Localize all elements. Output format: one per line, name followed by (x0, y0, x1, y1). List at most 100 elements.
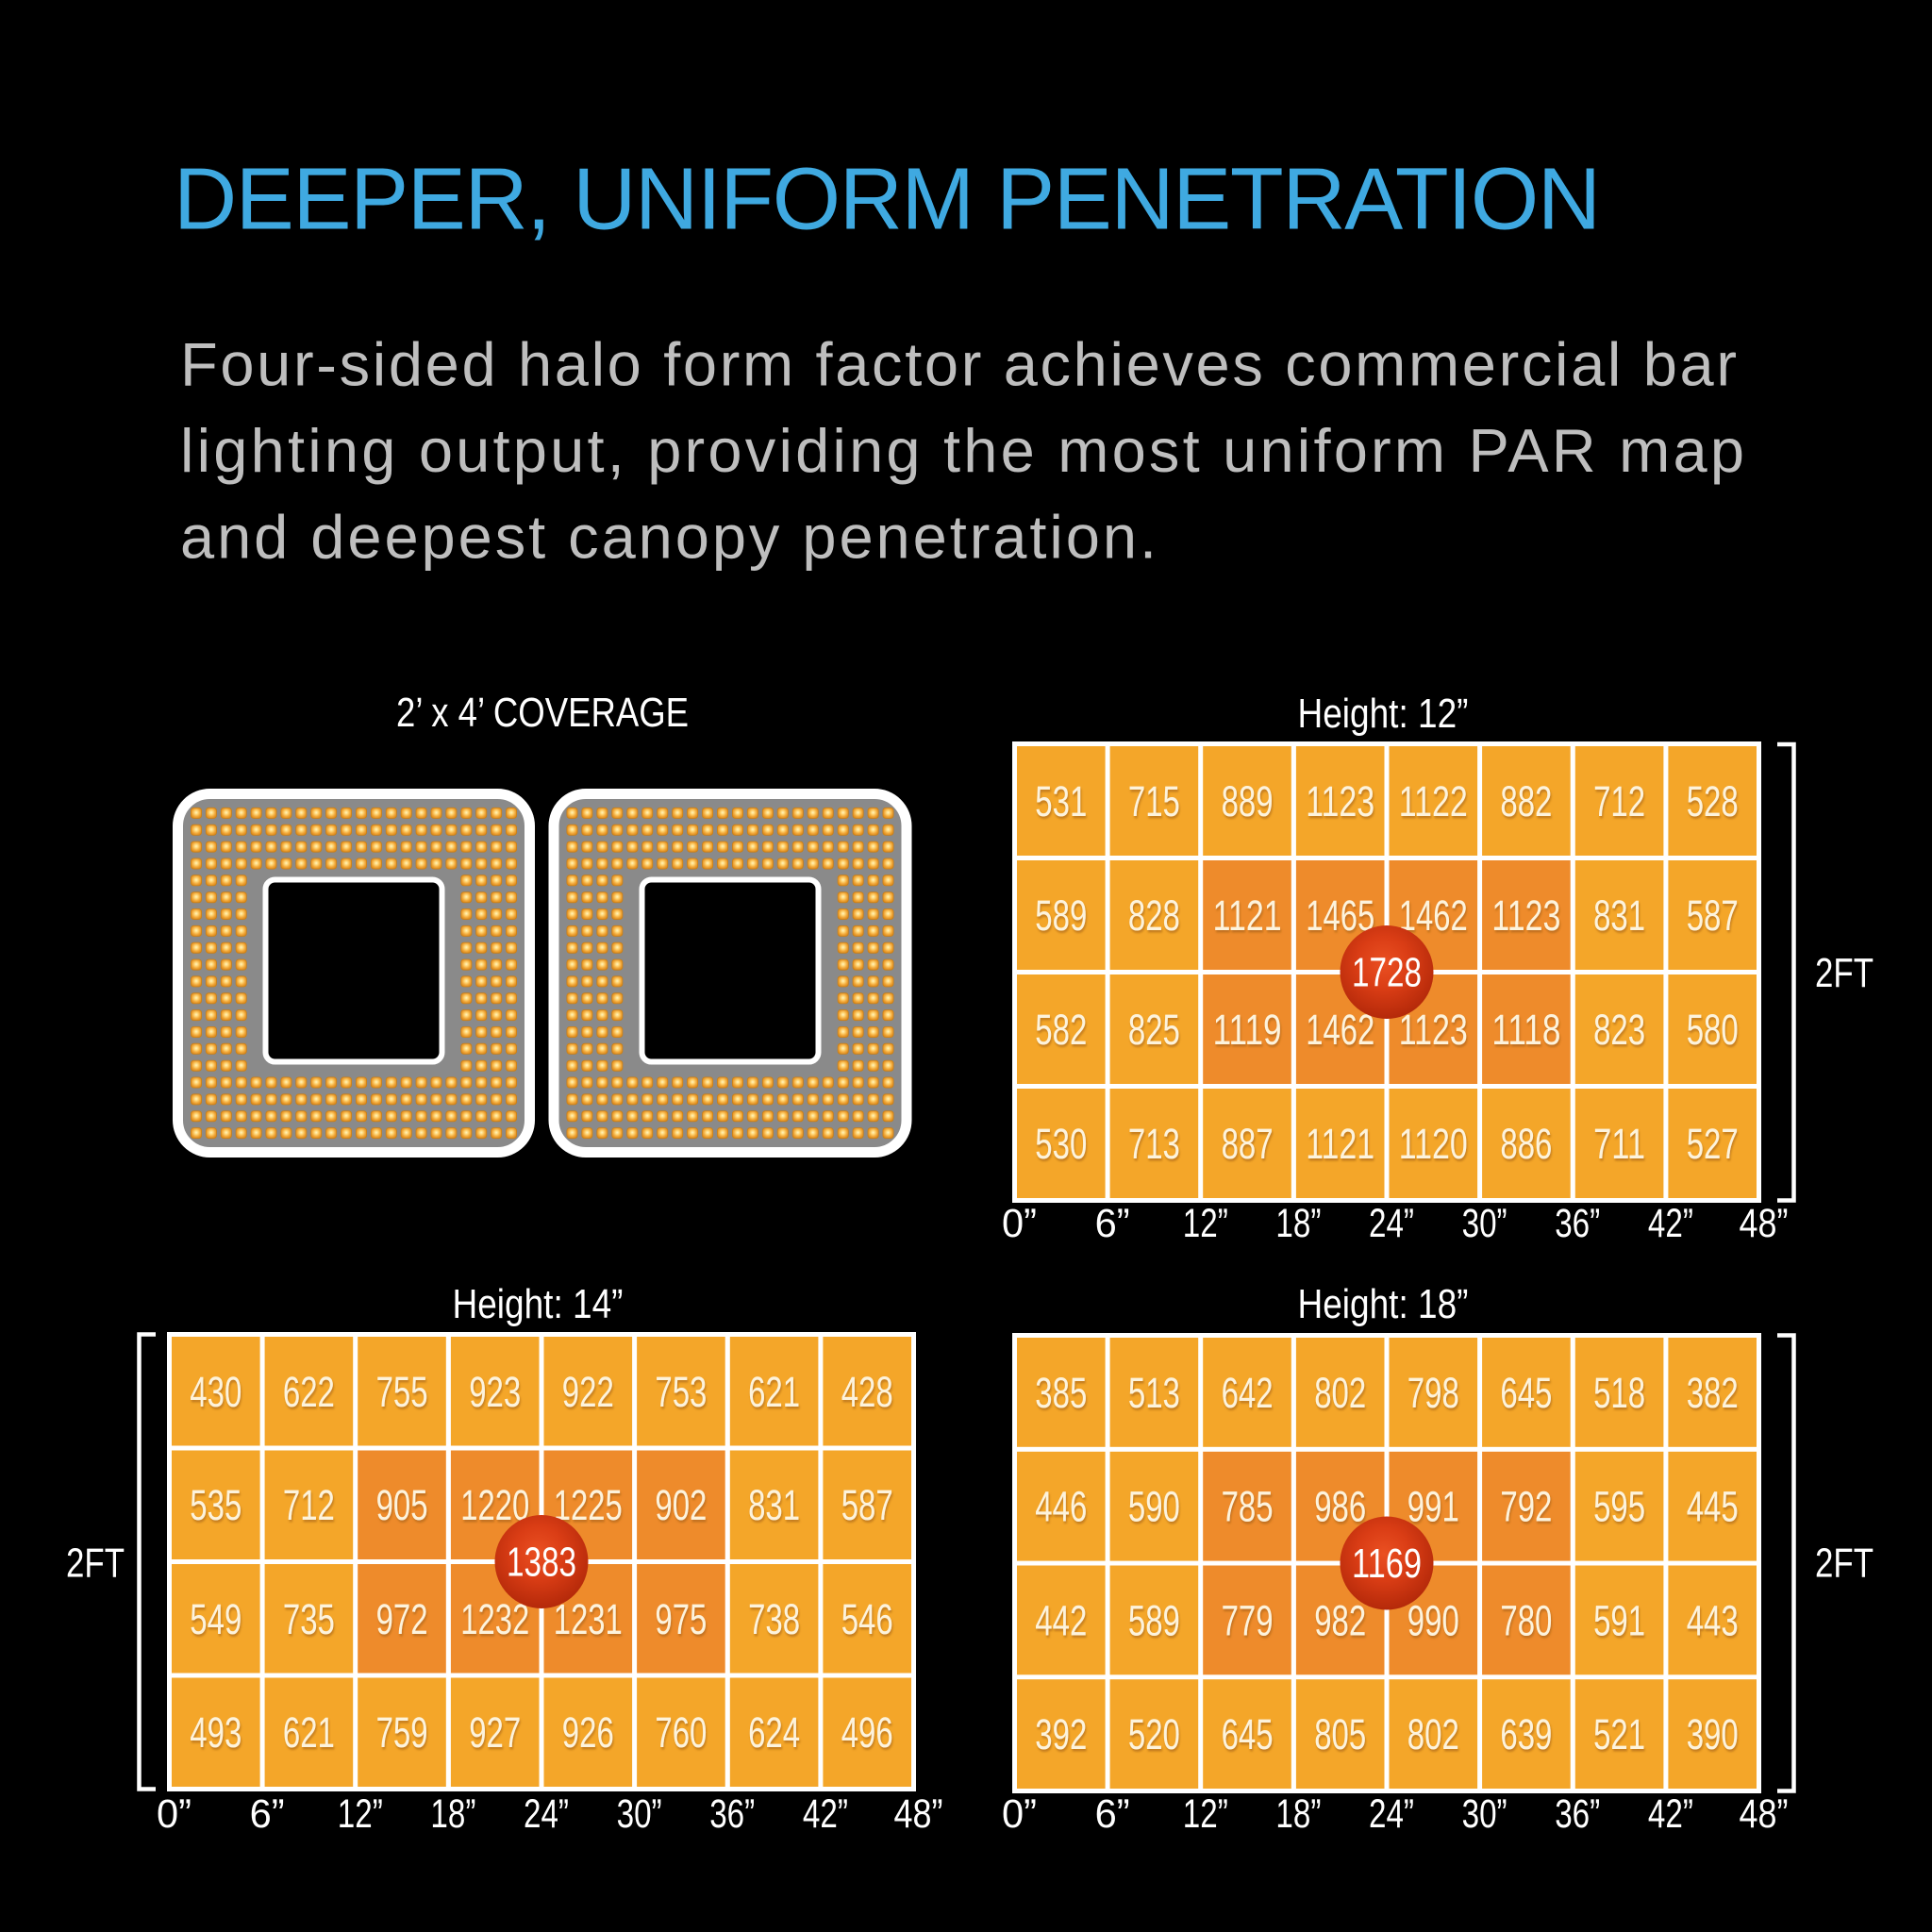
svg-text:1123: 1123 (1491, 891, 1560, 940)
svg-text:624: 624 (748, 1708, 800, 1757)
svg-text:760: 760 (655, 1708, 707, 1757)
svg-text:902: 902 (655, 1481, 707, 1529)
svg-text:986: 986 (1314, 1483, 1366, 1531)
svg-text:DEEPER, UNIFORM PENETRATION: DEEPER, UNIFORM PENETRATION (174, 150, 1601, 248)
svg-text:805: 805 (1314, 1710, 1366, 1758)
svg-text:Height: 18”: Height: 18” (1298, 1281, 1469, 1327)
svg-text:712: 712 (1593, 777, 1645, 825)
svg-text:2FT: 2FT (1815, 950, 1874, 996)
svg-text:496: 496 (841, 1708, 893, 1757)
svg-text:443: 443 (1687, 1596, 1739, 1644)
svg-text:886: 886 (1500, 1120, 1552, 1168)
svg-text:1465: 1465 (1306, 891, 1374, 940)
svg-text:12”: 12” (1183, 1791, 1228, 1837)
svg-text:6”: 6” (250, 1791, 285, 1837)
svg-text:1169: 1169 (1352, 1541, 1422, 1587)
svg-text:6”: 6” (1095, 1201, 1130, 1246)
svg-text:445: 445 (1687, 1483, 1739, 1531)
svg-text:48”: 48” (1740, 1791, 1789, 1837)
svg-text:36”: 36” (709, 1791, 755, 1837)
svg-text:36”: 36” (1555, 1201, 1600, 1246)
svg-text:1121: 1121 (1213, 891, 1282, 940)
svg-text:972: 972 (376, 1595, 428, 1643)
svg-text:582: 582 (1035, 1006, 1087, 1054)
svg-text:825: 825 (1128, 1006, 1180, 1054)
svg-text:30”: 30” (1462, 1201, 1507, 1246)
svg-text:518: 518 (1593, 1369, 1645, 1417)
svg-text:36”: 36” (1555, 1791, 1600, 1837)
svg-text:530: 530 (1035, 1120, 1087, 1168)
svg-text:738: 738 (748, 1595, 800, 1643)
svg-text:385: 385 (1035, 1369, 1087, 1417)
svg-text:24”: 24” (1369, 1201, 1414, 1246)
svg-text:390: 390 (1687, 1710, 1739, 1758)
svg-text:802: 802 (1407, 1710, 1459, 1758)
svg-text:546: 546 (841, 1595, 893, 1643)
svg-text:527: 527 (1687, 1120, 1739, 1168)
svg-text:Height: 12”: Height: 12” (1298, 691, 1469, 737)
svg-text:442: 442 (1035, 1596, 1087, 1644)
svg-text:642: 642 (1222, 1369, 1274, 1417)
svg-text:Height: 14”: Height: 14” (453, 1281, 624, 1327)
svg-text:428: 428 (841, 1368, 893, 1416)
svg-text:446: 446 (1035, 1483, 1087, 1531)
svg-text:828: 828 (1128, 891, 1180, 940)
svg-text:645: 645 (1222, 1710, 1274, 1758)
svg-text:580: 580 (1687, 1006, 1739, 1054)
svg-text:922: 922 (562, 1368, 614, 1416)
svg-text:2’ x 4’ COVERAGE: 2’ x 4’ COVERAGE (396, 690, 689, 736)
svg-text:30”: 30” (617, 1791, 662, 1837)
svg-text:1383: 1383 (507, 1540, 576, 1586)
svg-text:30”: 30” (1462, 1791, 1507, 1837)
svg-text:755: 755 (376, 1368, 428, 1416)
svg-text:792: 792 (1500, 1483, 1552, 1531)
svg-text:12”: 12” (338, 1791, 383, 1837)
svg-text:982: 982 (1314, 1596, 1366, 1644)
svg-text:2FT: 2FT (66, 1541, 125, 1587)
svg-text:531: 531 (1035, 777, 1087, 825)
svg-text:1225: 1225 (554, 1481, 623, 1529)
svg-text:595: 595 (1593, 1483, 1645, 1531)
svg-text:889: 889 (1222, 777, 1274, 825)
svg-text:779: 779 (1222, 1596, 1274, 1644)
svg-text:and deepest canopy penetration: and deepest canopy penetration. (180, 503, 1157, 572)
svg-text:1220: 1220 (460, 1481, 529, 1529)
svg-text:990: 990 (1407, 1596, 1459, 1644)
svg-text:1118: 1118 (1491, 1006, 1560, 1054)
svg-text:1462: 1462 (1306, 1006, 1374, 1054)
svg-text:1122: 1122 (1399, 777, 1468, 825)
svg-text:711: 711 (1593, 1120, 1645, 1168)
svg-text:1119: 1119 (1213, 1006, 1282, 1054)
svg-text:2FT: 2FT (1815, 1541, 1874, 1587)
svg-text:991: 991 (1407, 1483, 1459, 1531)
svg-text:587: 587 (1687, 891, 1739, 940)
svg-text:535: 535 (190, 1481, 242, 1529)
svg-text:735: 735 (283, 1595, 335, 1643)
svg-text:621: 621 (748, 1368, 800, 1416)
svg-text:923: 923 (469, 1368, 521, 1416)
svg-text:831: 831 (1593, 891, 1645, 940)
svg-text:18”: 18” (1275, 1791, 1321, 1837)
svg-text:589: 589 (1035, 891, 1087, 940)
svg-text:549: 549 (190, 1595, 242, 1643)
svg-text:520: 520 (1128, 1710, 1180, 1758)
svg-text:975: 975 (655, 1595, 707, 1643)
svg-text:513: 513 (1128, 1369, 1180, 1417)
svg-text:1120: 1120 (1399, 1120, 1468, 1168)
svg-text:493: 493 (190, 1708, 242, 1757)
svg-text:42”: 42” (1648, 1791, 1693, 1837)
svg-text:823: 823 (1593, 1006, 1645, 1054)
svg-text:831: 831 (748, 1481, 800, 1529)
svg-text:0”: 0” (157, 1791, 192, 1837)
svg-text:48”: 48” (894, 1791, 943, 1837)
svg-text:528: 528 (1687, 777, 1739, 825)
svg-text:759: 759 (376, 1708, 428, 1757)
svg-text:622: 622 (283, 1368, 335, 1416)
svg-text:802: 802 (1314, 1369, 1366, 1417)
svg-text:882: 882 (1500, 777, 1552, 825)
svg-text:785: 785 (1222, 1483, 1274, 1531)
svg-text:0”: 0” (1002, 1201, 1037, 1246)
svg-text:382: 382 (1687, 1369, 1739, 1417)
svg-text:1232: 1232 (460, 1595, 529, 1643)
svg-text:645: 645 (1500, 1369, 1552, 1417)
